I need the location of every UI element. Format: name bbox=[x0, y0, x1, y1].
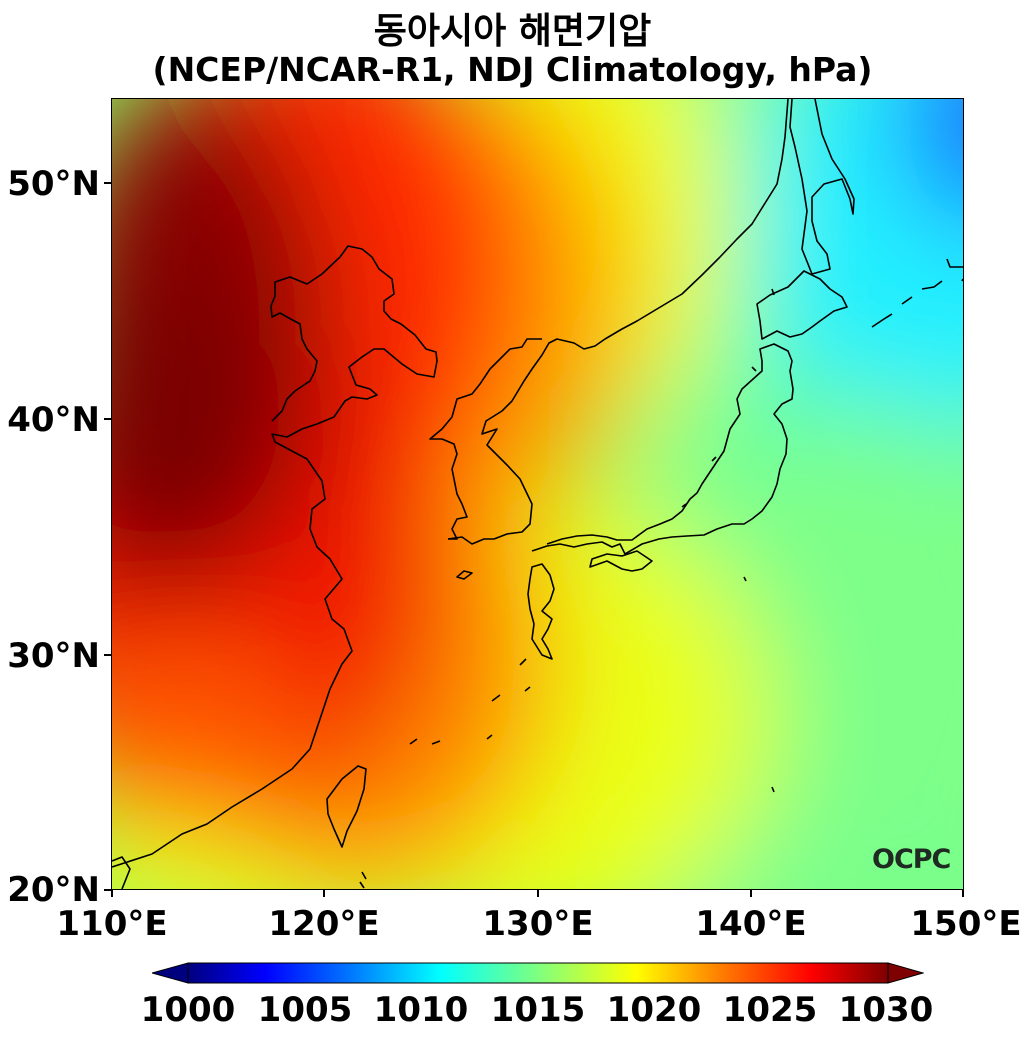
pressure-map-svg bbox=[112, 99, 963, 889]
colorbar-tick-label: 1000 bbox=[140, 990, 236, 1030]
y-tick-label: 40°N bbox=[7, 400, 100, 440]
x-tick-label: 150°E bbox=[910, 904, 1022, 944]
colorbar bbox=[152, 962, 924, 984]
x-tick-label: 140°E bbox=[695, 904, 807, 944]
coastline-honshu bbox=[531, 343, 794, 555]
coastline-islands bbox=[359, 570, 775, 889]
y-tick-mark-50 bbox=[104, 182, 111, 184]
coastline-hokkaido bbox=[756, 270, 848, 340]
x-tick-mark-110 bbox=[111, 890, 113, 897]
y-tick-label: 50°N bbox=[7, 164, 100, 204]
coastline-mainland bbox=[112, 245, 438, 868]
coastline-kyushu bbox=[527, 563, 555, 660]
coastline-hainan-left bbox=[112, 856, 131, 889]
x-tick-mark-140 bbox=[750, 890, 752, 897]
colorbar-tick-label: 1005 bbox=[257, 990, 353, 1030]
coastline-sakhalin bbox=[789, 99, 855, 275]
colorbar-extend-low bbox=[152, 962, 189, 984]
map-panel bbox=[111, 98, 964, 890]
colorbar-tick-label: 1020 bbox=[606, 990, 702, 1030]
colorbar-gradient bbox=[187, 962, 889, 984]
x-tick-mark-130 bbox=[537, 890, 539, 897]
x-tick-mark-150 bbox=[962, 890, 964, 897]
coastline-kuril bbox=[871, 278, 963, 328]
x-tick-label: 130°E bbox=[482, 904, 594, 944]
x-tick-label: 120°E bbox=[268, 904, 380, 944]
y-tick-label: 30°N bbox=[7, 636, 100, 676]
ocpc-logo: OCPC bbox=[872, 844, 951, 875]
colorbar-tick-label: 1010 bbox=[373, 990, 469, 1030]
coastline-shikoku bbox=[589, 550, 653, 572]
coastline-sea-islands bbox=[681, 288, 775, 508]
x-tick-mark-120 bbox=[323, 890, 325, 897]
coastline-taiwan bbox=[326, 765, 367, 848]
colorbar-tick-label: 1030 bbox=[838, 990, 934, 1030]
coastline-korea-west bbox=[429, 338, 542, 540]
y-tick-mark-30 bbox=[104, 654, 111, 656]
map-subtitle: (NCEP/NCAR-R1, NDJ Climatology, hPa) bbox=[152, 50, 873, 89]
y-tick-label: 20°N bbox=[7, 870, 100, 910]
coastlines bbox=[112, 99, 963, 889]
coastline-sakhalin-tip bbox=[946, 258, 963, 268]
y-tick-mark-40 bbox=[104, 418, 111, 420]
y-tick-mark-20 bbox=[104, 889, 111, 891]
coastline-korea bbox=[447, 99, 789, 545]
coastline-ryukyu bbox=[409, 658, 531, 745]
x-tick-label: 110°E bbox=[56, 904, 168, 944]
pressure-field bbox=[112, 99, 963, 889]
map-title: 동아시아 해면기압 bbox=[373, 11, 652, 52]
colorbar-tick-label: 1015 bbox=[490, 990, 586, 1030]
colorbar-tick-label: 1025 bbox=[722, 990, 818, 1030]
colorbar-extend-high bbox=[887, 962, 924, 984]
